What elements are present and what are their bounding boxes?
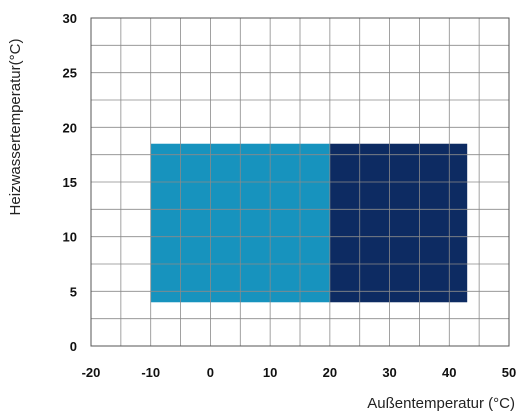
y-tick-label: 30 bbox=[63, 11, 77, 26]
y-tick-labels: 0 5 10 15 20 25 30 bbox=[63, 11, 77, 354]
x-tick-labels: -20 -10 0 10 20 30 40 50 bbox=[82, 365, 517, 380]
x-tick-label: -20 bbox=[82, 365, 101, 380]
x-tick-label: 30 bbox=[382, 365, 396, 380]
y-tick-label: 25 bbox=[63, 66, 77, 81]
x-tick-label: 50 bbox=[502, 365, 516, 380]
y-axis-title: Heizwassertemperatur(°C) bbox=[7, 39, 24, 216]
y-tick-label: 15 bbox=[63, 175, 77, 190]
x-tick-label: -10 bbox=[141, 365, 160, 380]
x-tick-label: 40 bbox=[442, 365, 456, 380]
x-tick-label: 20 bbox=[323, 365, 337, 380]
y-tick-label: 0 bbox=[70, 339, 77, 354]
y-tick-label: 20 bbox=[63, 120, 77, 135]
x-axis-title: Außentemperatur (°C) bbox=[367, 395, 515, 412]
region-2 bbox=[329, 143, 468, 303]
y-tick-label: 10 bbox=[63, 230, 77, 245]
x-tick-label: 0 bbox=[207, 365, 214, 380]
y-tick-label: 5 bbox=[70, 284, 77, 299]
plot-border bbox=[90, 17, 510, 347]
plot-frame bbox=[90, 17, 510, 347]
x-tick-label: 10 bbox=[263, 365, 277, 380]
